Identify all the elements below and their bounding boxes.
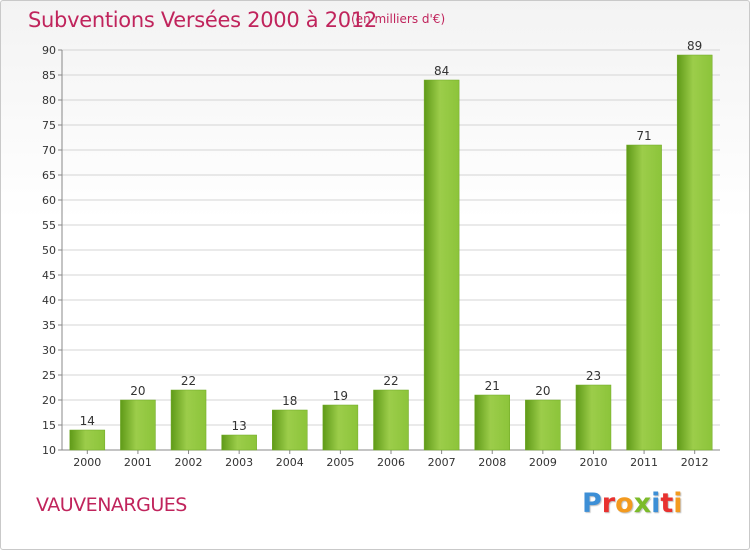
chart-subtitle: (en milliers d'€) <box>351 12 446 26</box>
y-tick-label: 25 <box>42 369 56 382</box>
x-tick-label: 2006 <box>377 456 405 469</box>
data-label: 13 <box>232 419 247 433</box>
y-tick-label: 75 <box>42 119 56 132</box>
x-tick-label: 2003 <box>225 456 253 469</box>
bar <box>575 384 612 451</box>
data-label: 21 <box>485 379 500 393</box>
y-tick-label: 70 <box>42 144 56 157</box>
commune-name: VAUVENARGUES <box>36 494 187 516</box>
y-tick-label: 55 <box>42 219 56 232</box>
chart-title: Subventions Versées 2000 à 2012 <box>28 8 377 32</box>
bars <box>69 54 713 451</box>
x-tick-label: 2005 <box>326 456 354 469</box>
y-tick-label: 80 <box>42 94 56 107</box>
proxiti-logo: Proxiti <box>582 488 683 519</box>
y-tick-label: 30 <box>42 344 56 357</box>
y-tick-label: 85 <box>42 69 56 82</box>
logo-letter: i <box>651 488 661 519</box>
y-tick-label: 50 <box>42 244 56 257</box>
logo-letter: i <box>673 488 683 519</box>
x-tick-label: 2012 <box>681 456 709 469</box>
bar <box>170 389 207 451</box>
y-tick-label: 10 <box>42 444 56 457</box>
data-label: 22 <box>383 374 398 388</box>
data-label: 20 <box>535 384 550 398</box>
logo-letter: t <box>660 488 674 519</box>
logo-letter: P <box>582 488 602 519</box>
y-tick-label: 45 <box>42 269 56 282</box>
y-tick-label: 40 <box>42 294 56 307</box>
bar <box>120 399 156 451</box>
data-label: 22 <box>181 374 196 388</box>
data-label: 23 <box>586 369 601 383</box>
data-label: 89 <box>687 39 702 53</box>
x-tick-label: 2011 <box>630 456 658 469</box>
y-tick-label: 35 <box>42 319 56 332</box>
x-tick-label: 2000 <box>73 456 101 469</box>
value-labels: 14 20 22 13 18 19 22 84 21 20 23 71 89 <box>80 39 703 433</box>
bar <box>626 144 662 451</box>
y-tick-label: 65 <box>42 169 56 182</box>
data-label: 84 <box>434 64 449 78</box>
data-label: 14 <box>80 414 95 428</box>
y-tick-label: 20 <box>42 394 56 407</box>
x-tick-label: 2008 <box>478 456 506 469</box>
x-tick-label: 2010 <box>579 456 607 469</box>
x-tick-label: 2007 <box>428 456 456 469</box>
logo-letter: x <box>633 488 652 519</box>
x-tick-label: 2001 <box>124 456 152 469</box>
x-tick-label: 2009 <box>529 456 557 469</box>
x-tick-label: 2004 <box>276 456 304 469</box>
y-tick-label: 15 <box>42 419 56 432</box>
data-label: 20 <box>130 384 145 398</box>
data-label: 18 <box>282 394 297 408</box>
data-label: 19 <box>333 389 348 403</box>
bar <box>221 434 257 451</box>
bar <box>272 409 308 451</box>
bar <box>423 79 460 451</box>
y-tick-label: 90 <box>42 44 56 57</box>
y-tick-label: 60 <box>42 194 56 207</box>
logo-letter: r <box>601 488 616 519</box>
bar <box>525 399 561 451</box>
data-label: 71 <box>636 129 651 143</box>
logo-letter: o <box>615 488 634 519</box>
bar <box>373 389 409 451</box>
bar <box>69 429 106 451</box>
bar <box>474 394 510 451</box>
x-tick-label: 2002 <box>175 456 203 469</box>
bar <box>322 404 359 451</box>
bar <box>676 54 713 451</box>
